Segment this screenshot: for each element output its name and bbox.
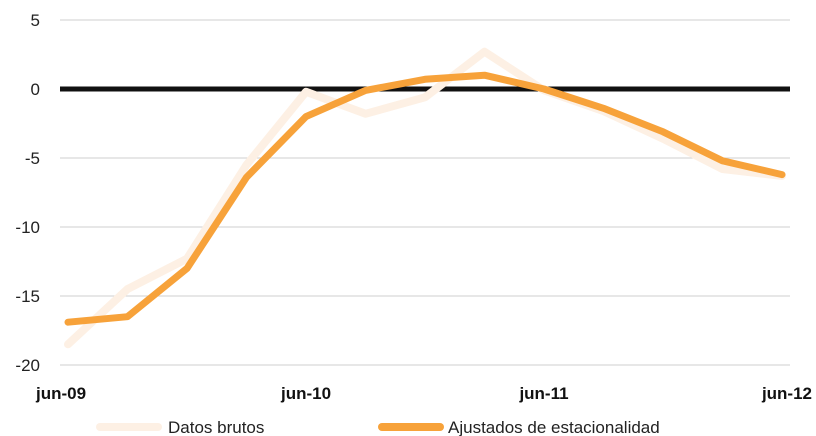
x-tick-label: jun-10	[280, 384, 331, 403]
x-tick-label: jun-12	[761, 384, 812, 403]
legend-label: Datos brutos	[168, 418, 264, 436]
x-tick-label: jun-09	[35, 384, 86, 403]
series-line-ajustados	[64, 71, 786, 326]
series-line-datos-brutos	[64, 47, 786, 349]
legend: Datos brutos Ajustados de estacionalidad	[96, 418, 660, 436]
y-tick-label: -10	[15, 218, 40, 237]
y-tick-label: 5	[31, 11, 40, 30]
y-tick-label: -20	[15, 356, 40, 375]
y-tick-label: 0	[31, 80, 40, 99]
y-tick-label: -15	[15, 287, 40, 306]
y-axis-tick-labels: 5 0 -5 -10 -15 -20	[15, 11, 40, 375]
legend-label: Ajustados de estacionalidad	[448, 418, 660, 436]
x-axis-tick-labels: jun-09 jun-10 jun-11 jun-12	[35, 384, 812, 403]
y-tick-label: -5	[25, 149, 40, 168]
x-tick-label: jun-11	[518, 384, 568, 403]
grid-lines	[60, 19, 790, 366]
series-lines	[64, 47, 786, 349]
